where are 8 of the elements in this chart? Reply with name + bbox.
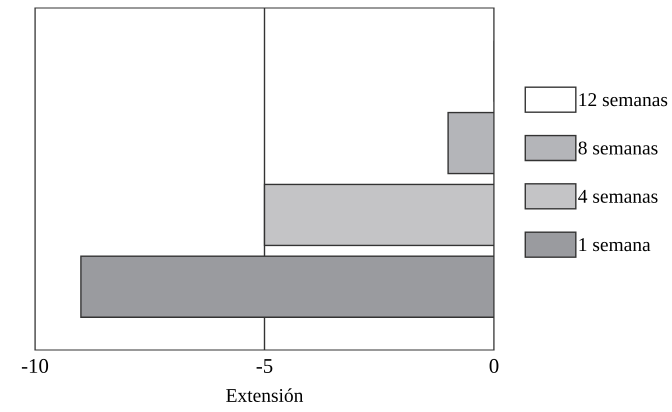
x-tick-label: -5 — [256, 359, 272, 373]
legend-label: 1 semana — [579, 238, 650, 252]
x-tick-label: -10 — [22, 358, 48, 373]
x-axis-title: Extensión — [226, 388, 304, 402]
legend-label: 4 semanas — [578, 190, 658, 203]
x-tick-label: 0 — [490, 358, 498, 373]
legend-label: 12 semanas — [579, 93, 668, 106]
legend-label: 8 semanas — [578, 141, 658, 155]
